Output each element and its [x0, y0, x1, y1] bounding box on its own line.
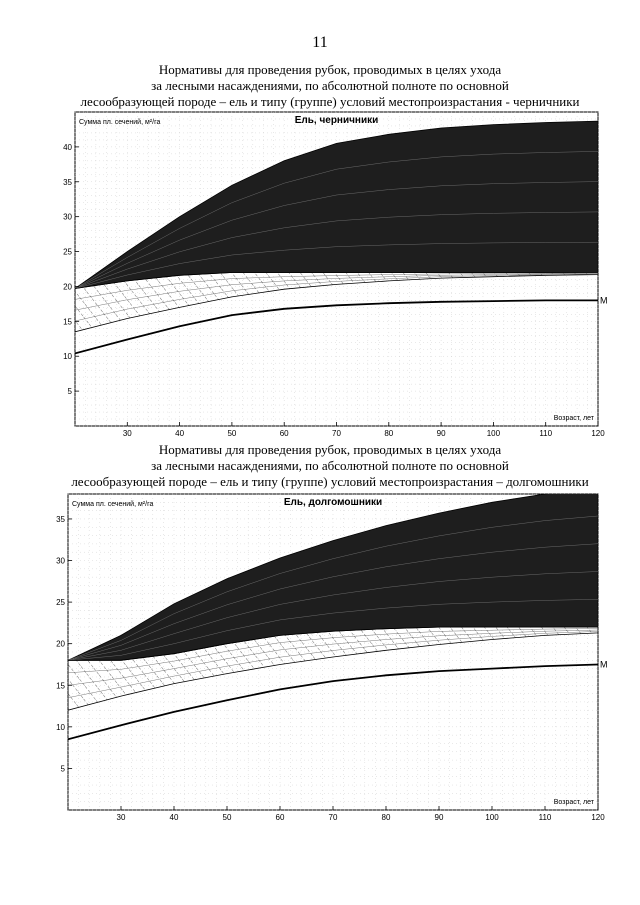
- y-tick-label: 20: [63, 282, 72, 291]
- hatched-zone-contour: [75, 272, 598, 300]
- hatched-zone-contour: [68, 628, 598, 673]
- x-tick-label: 70: [332, 429, 341, 438]
- dark-zone-contour: [75, 211, 598, 289]
- dark-zone-contour: [68, 599, 598, 661]
- x-tick-label: 30: [117, 813, 126, 822]
- x-tick-label: 50: [227, 429, 236, 438]
- x-tick-label: 60: [280, 429, 289, 438]
- x-tick-label: 120: [591, 813, 605, 822]
- y-tick-label: 15: [63, 317, 72, 326]
- x-tick-label: 90: [437, 429, 446, 438]
- title-line: Нормативы для проведения рубок, проводим…: [158, 62, 502, 77]
- x-tick-label: 100: [487, 429, 501, 438]
- y-tick-label: 20: [56, 640, 65, 649]
- series-line-m: [68, 663, 598, 741]
- series-line-m: [75, 299, 598, 355]
- curve-label-m: М: [600, 659, 608, 669]
- x-tick-label: 30: [123, 429, 132, 438]
- x-tick-label: 40: [170, 813, 179, 822]
- x-tick-label: 100: [485, 813, 499, 822]
- y-tick-label: 40: [63, 143, 72, 152]
- y-tick-label: 5: [61, 764, 66, 773]
- x-tick-label: 60: [276, 813, 285, 822]
- y-axis-label: Сумма пл. сечений, м²/га: [72, 500, 153, 508]
- y-tick-label: 25: [56, 598, 65, 607]
- y-tick-label: 30: [63, 213, 72, 222]
- y-tick-label: 15: [56, 681, 65, 690]
- dark-zone-contour: [75, 241, 598, 289]
- title-line: за лесными насаждениями, по абсолютной п…: [151, 78, 509, 93]
- y-tick-label: 30: [56, 557, 65, 566]
- chart-svg-chernichniki: М 30 40 50 60 70 80 90 100 110 120 5 10 15 20 25 30 35 40 С…: [63, 111, 608, 438]
- dark-zone-contour: [68, 515, 598, 661]
- hatched-zone-contour: [75, 273, 598, 322]
- title-line: Нормативы для проведения рубок, проводим…: [158, 442, 502, 457]
- x-tick-label: 80: [382, 813, 391, 822]
- chart-svg-dolgomoshniki: М 30 40 50 60 70 80 90 100 110 120 5 10 15 20 25 30 35 Сум…: [56, 493, 608, 822]
- hatched-zone-contour: [68, 629, 598, 686]
- y-axis-label: Сумма пл. сечений, м²/га: [79, 118, 160, 126]
- title-line: за лесными насаждениями, по абсолютной п…: [151, 458, 509, 473]
- section-title-chernichniki: Нормативы для проведения рубок, проводим…: [60, 62, 600, 110]
- y-tick-label: 10: [56, 723, 65, 732]
- dark-zone-contour: [75, 151, 598, 289]
- dark-zone-contour: [68, 571, 598, 661]
- y-tick-label: 35: [63, 178, 72, 187]
- y-tick-label: 5: [68, 387, 73, 396]
- dark-zone-contour: [68, 543, 598, 661]
- page-number: 11: [312, 34, 328, 51]
- hatched-zone-contour: [68, 631, 598, 698]
- x-tick-label: 40: [175, 429, 184, 438]
- dark-zone-contour: [75, 181, 598, 289]
- title-line: лесообразующей породе – ель и типу (груп…: [80, 94, 580, 109]
- y-tick-label: 10: [63, 352, 72, 361]
- x-tick-label: 80: [384, 429, 393, 438]
- x-tick-label: 120: [591, 429, 605, 438]
- x-tick-label: 50: [223, 813, 232, 822]
- hatched-zone: [75, 272, 598, 333]
- hatched-zone-contour: [75, 273, 598, 311]
- chart-chernichniki: М 30 40 50 60 70 80 90 100 110 120 5 10 15 20 25 30 35 40 С…: [0, 108, 640, 438]
- x-axis-label: Возраст, лет: [554, 799, 595, 806]
- y-tick-label: 25: [63, 248, 72, 257]
- plot-area: [68, 494, 598, 741]
- y-tick-label: 35: [56, 515, 65, 524]
- plot-area: [75, 120, 598, 355]
- curve-label-m: М: [600, 295, 608, 305]
- chart-title: Ель, долгомошники: [284, 497, 382, 508]
- x-tick-label: 90: [435, 813, 444, 822]
- chart-dolgomoshniki: М 30 40 50 60 70 80 90 100 110 120 5 10 15 20 25 30 35 Сум…: [0, 490, 640, 822]
- x-tick-label: 70: [329, 813, 338, 822]
- x-axis-label: Возраст, лет: [554, 415, 595, 422]
- x-tick-label: 110: [539, 429, 552, 438]
- title-line: лесообразующей породе – ель и типу (груп…: [71, 474, 589, 489]
- section-title-dolgomoshniki: Нормативы для проведения рубок, проводим…: [60, 442, 600, 490]
- chart-title: Ель, черничники: [295, 115, 379, 126]
- x-tick-label: 110: [539, 813, 552, 822]
